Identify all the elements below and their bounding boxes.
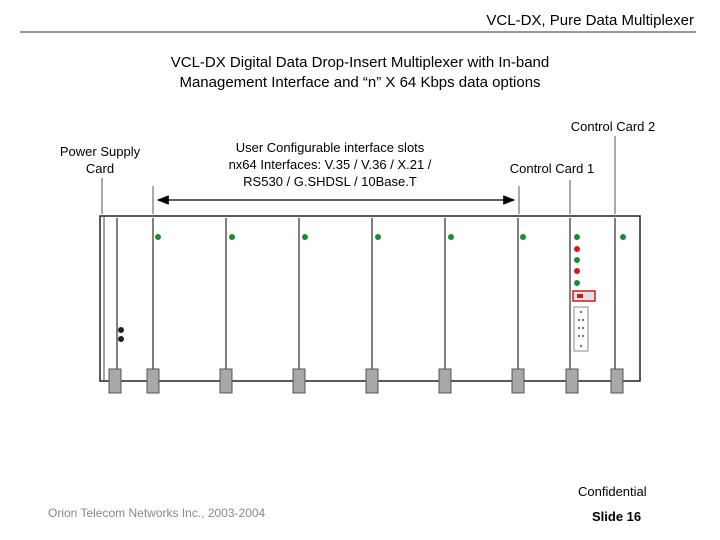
- db9-screw: [579, 344, 583, 348]
- led-green: [574, 280, 580, 286]
- card-handle: [219, 368, 233, 394]
- slide-title: VCL-DX Digital Data Drop-Insert Multiple…: [60, 53, 660, 93]
- power-supply-label-line-1: Power Supply: [59, 144, 141, 159]
- control-card-switch-toggle: [577, 294, 583, 298]
- user-slots-label-line-2: nx64 Interfaces: V.35 / V.36 / X.21 /: [228, 157, 432, 172]
- db9-pin: [577, 318, 581, 322]
- footer-company: Orion Telecom Networks Inc., 2003-2004: [48, 506, 266, 520]
- power-supply-label-line-2: Card: [85, 161, 115, 176]
- card-handle: [610, 368, 624, 394]
- confidential-label: Confidential: [578, 484, 647, 499]
- power-terminal: [118, 327, 124, 333]
- led-green: [620, 234, 626, 240]
- db9-connector: [573, 306, 589, 352]
- control-card-switch: [572, 290, 596, 302]
- chassis-frame: [99, 215, 641, 382]
- user-slots-label-line-1: User Configurable interface slots: [235, 140, 425, 155]
- slide-number: Slide 16: [592, 509, 642, 524]
- card-handle: [292, 368, 306, 394]
- led-green: [574, 257, 580, 263]
- user-slots-label-line-3: RS530 / G.SHDSL / 10Base.T: [243, 174, 417, 189]
- card-handle: [565, 368, 579, 394]
- control-card-2-label: Control Card 2: [570, 119, 656, 134]
- power-supply-label: Power Supply Card: [50, 143, 150, 177]
- db9-screw: [579, 310, 583, 314]
- led-green: [574, 234, 580, 240]
- db9-pin: [581, 334, 585, 338]
- db9-pin: [581, 318, 585, 322]
- control-card-1-label: Control Card 1: [509, 161, 595, 176]
- led-green: [520, 234, 526, 240]
- header-title: VCL-DX, Pure Data Multiplexer: [486, 12, 694, 29]
- led-red: [574, 246, 580, 252]
- card-handle: [511, 368, 525, 394]
- user-slots-label: User Configurable interface slots nx64 I…: [210, 139, 450, 190]
- header-divider: [20, 31, 696, 33]
- led-green: [302, 234, 308, 240]
- card-leds: [155, 234, 626, 240]
- led-green: [448, 234, 454, 240]
- card-handle: [108, 368, 122, 394]
- db9-connector-body: [573, 306, 589, 352]
- card-handle: [365, 368, 379, 394]
- slide-title-line-1: VCL-DX Digital Data Drop-Insert Multiple…: [170, 54, 550, 71]
- card-handle: [146, 368, 160, 394]
- led-green: [375, 234, 381, 240]
- led-red: [574, 268, 580, 274]
- db9-pin: [577, 326, 581, 330]
- led-green: [155, 234, 161, 240]
- card-handles: [108, 368, 624, 394]
- power-terminal: [118, 336, 124, 342]
- led-green: [229, 234, 235, 240]
- card-handle: [438, 368, 452, 394]
- db9-pin: [577, 334, 581, 338]
- slide-title-line-2: Management Interface and “n” X 64 Kbps d…: [179, 74, 541, 91]
- slot-dividers: [116, 218, 616, 380]
- db9-pin: [581, 326, 585, 330]
- control-card-1-leds: [574, 234, 580, 286]
